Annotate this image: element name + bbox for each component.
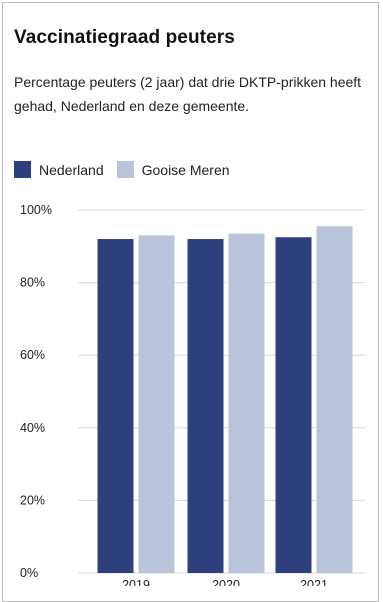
bar-nederland-2020 bbox=[187, 239, 224, 574]
bar-gooise-meren-2020 bbox=[228, 233, 265, 573]
legend: Nederland Gooise Meren bbox=[14, 161, 243, 178]
bar-nederland-2019 bbox=[97, 239, 134, 574]
bar-chart: 0% 20% 40% 60% 80% 100% 2019 2020 2021 bbox=[20, 203, 365, 586]
legend-item-gooise-meren: Gooise Meren bbox=[116, 161, 230, 178]
y-tick-label: 20% bbox=[20, 493, 45, 507]
legend-item-nederland: Nederland bbox=[14, 161, 104, 178]
legend-swatch-gooise-meren bbox=[116, 161, 134, 178]
legend-label-nederland: Nederland bbox=[39, 161, 104, 178]
y-tick-label: 80% bbox=[20, 276, 45, 290]
y-tick-label: 40% bbox=[20, 421, 45, 435]
chart-subtitle: Percentage peuters (2 jaar) dat drie DKT… bbox=[14, 74, 362, 114]
x-tick-label: 2021 bbox=[300, 578, 328, 586]
bar-gooise-meren-2021 bbox=[316, 226, 353, 573]
x-tick-label: 2019 bbox=[122, 578, 150, 586]
y-tick-label: 60% bbox=[20, 348, 45, 362]
legend-label-gooise-meren: Gooise Meren bbox=[141, 161, 230, 178]
bar-nederland-2021 bbox=[275, 237, 312, 573]
y-tick-label: 0% bbox=[20, 566, 38, 580]
legend-swatch-nederland bbox=[14, 161, 31, 178]
bar-gooise-meren-2019 bbox=[138, 235, 175, 573]
y-tick-label: 100% bbox=[20, 203, 52, 217]
chart-title: Vaccinatiegraad peuters bbox=[14, 27, 235, 48]
x-tick-label: 2020 bbox=[212, 578, 240, 586]
